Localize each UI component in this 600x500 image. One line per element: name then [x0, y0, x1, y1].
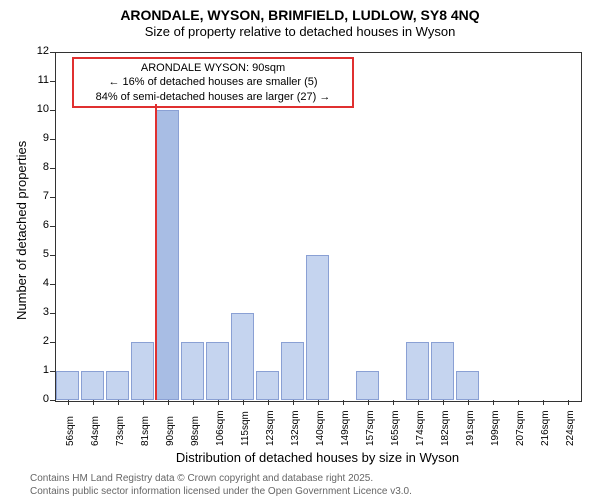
bar — [456, 371, 479, 400]
xtick-label: 64sqm — [90, 416, 101, 446]
ytick-label: 6 — [21, 219, 49, 231]
ytick-mark — [50, 371, 55, 372]
ytick-mark — [50, 81, 55, 82]
xtick-label: 149sqm — [340, 410, 351, 446]
xtick-label: 157sqm — [365, 410, 376, 446]
chart-subtitle: Size of property relative to detached ho… — [0, 24, 600, 41]
xtick-mark — [68, 400, 69, 405]
ytick-label: 2 — [21, 335, 49, 347]
xtick-label: 224sqm — [565, 410, 576, 446]
annotation-line-3: 84% of semi-detached houses are larger (… — [78, 90, 348, 104]
ytick-mark — [50, 226, 55, 227]
bar — [206, 342, 229, 400]
xtick-mark — [118, 400, 119, 405]
ytick-mark — [50, 197, 55, 198]
bar — [106, 371, 129, 400]
annotation-line-2: ← 16% of detached houses are smaller (5) — [78, 75, 348, 89]
bar — [231, 313, 254, 400]
ytick-label: 7 — [21, 190, 49, 202]
annotation-box: ARONDALE WYSON: 90sqm ← 16% of detached … — [72, 57, 354, 108]
ytick-label: 5 — [21, 248, 49, 260]
bar — [256, 371, 279, 400]
xtick-mark — [268, 400, 269, 405]
xtick-label: 174sqm — [415, 410, 426, 446]
xtick-label: 182sqm — [440, 410, 451, 446]
xtick-mark — [243, 400, 244, 405]
xtick-label: 123sqm — [265, 410, 276, 446]
xtick-mark — [468, 400, 469, 405]
xtick-mark — [168, 400, 169, 405]
bar — [131, 342, 154, 400]
xtick-mark — [568, 400, 569, 405]
xtick-mark — [368, 400, 369, 405]
xtick-label: 140sqm — [315, 410, 326, 446]
bar — [156, 110, 179, 400]
xtick-mark — [443, 400, 444, 405]
chart-title: ARONDALE, WYSON, BRIMFIELD, LUDLOW, SY8 … — [0, 0, 600, 24]
xtick-label: 191sqm — [465, 410, 476, 446]
ytick-label: 1 — [21, 364, 49, 376]
xtick-mark — [343, 400, 344, 405]
ytick-label: 9 — [21, 132, 49, 144]
xtick-mark — [418, 400, 419, 405]
bar — [406, 342, 429, 400]
ytick-label: 0 — [21, 393, 49, 405]
xtick-label: 132sqm — [290, 410, 301, 446]
chart-container: ARONDALE, WYSON, BRIMFIELD, LUDLOW, SY8 … — [0, 0, 600, 500]
xtick-mark — [193, 400, 194, 405]
xtick-label: 199sqm — [490, 410, 501, 446]
ytick-label: 3 — [21, 306, 49, 318]
ytick-label: 10 — [21, 103, 49, 115]
xtick-label: 207sqm — [515, 410, 526, 446]
annotation-line-1: ARONDALE WYSON: 90sqm — [78, 61, 348, 75]
xtick-label: 216sqm — [540, 410, 551, 446]
xtick-mark — [318, 400, 319, 405]
ytick-label: 8 — [21, 161, 49, 173]
ytick-mark — [50, 255, 55, 256]
bar — [306, 255, 329, 400]
bar — [356, 371, 379, 400]
ytick-mark — [50, 139, 55, 140]
marker-line — [155, 104, 157, 400]
xtick-label: 115sqm — [240, 411, 251, 446]
xtick-label: 56sqm — [65, 416, 76, 446]
xtick-label: 90sqm — [165, 416, 176, 446]
xtick-label: 81sqm — [140, 416, 151, 446]
xtick-label: 106sqm — [215, 410, 226, 446]
xtick-mark — [543, 400, 544, 405]
bar — [431, 342, 454, 400]
xtick-label: 73sqm — [115, 416, 126, 446]
ytick-mark — [50, 400, 55, 401]
ytick-label: 12 — [21, 45, 49, 57]
xtick-mark — [218, 400, 219, 405]
ytick-label: 4 — [21, 277, 49, 289]
ytick-mark — [50, 52, 55, 53]
ytick-mark — [50, 342, 55, 343]
xtick-mark — [518, 400, 519, 405]
ytick-mark — [50, 168, 55, 169]
ytick-label: 11 — [21, 74, 49, 86]
footer-text: Contains HM Land Registry data © Crown c… — [30, 472, 412, 498]
xtick-label: 165sqm — [390, 410, 401, 446]
ytick-mark — [50, 110, 55, 111]
ytick-mark — [50, 284, 55, 285]
bar — [81, 371, 104, 400]
xtick-mark — [143, 400, 144, 405]
xtick-mark — [293, 400, 294, 405]
xtick-mark — [93, 400, 94, 405]
x-axis-label: Distribution of detached houses by size … — [55, 450, 580, 465]
ytick-mark — [50, 313, 55, 314]
footer-line-2: Contains public sector information licen… — [30, 485, 412, 498]
footer-line-1: Contains HM Land Registry data © Crown c… — [30, 472, 412, 485]
xtick-mark — [393, 400, 394, 405]
xtick-label: 98sqm — [190, 416, 201, 446]
xtick-mark — [493, 400, 494, 405]
bar — [281, 342, 304, 400]
bar — [181, 342, 204, 400]
bar — [56, 371, 79, 400]
